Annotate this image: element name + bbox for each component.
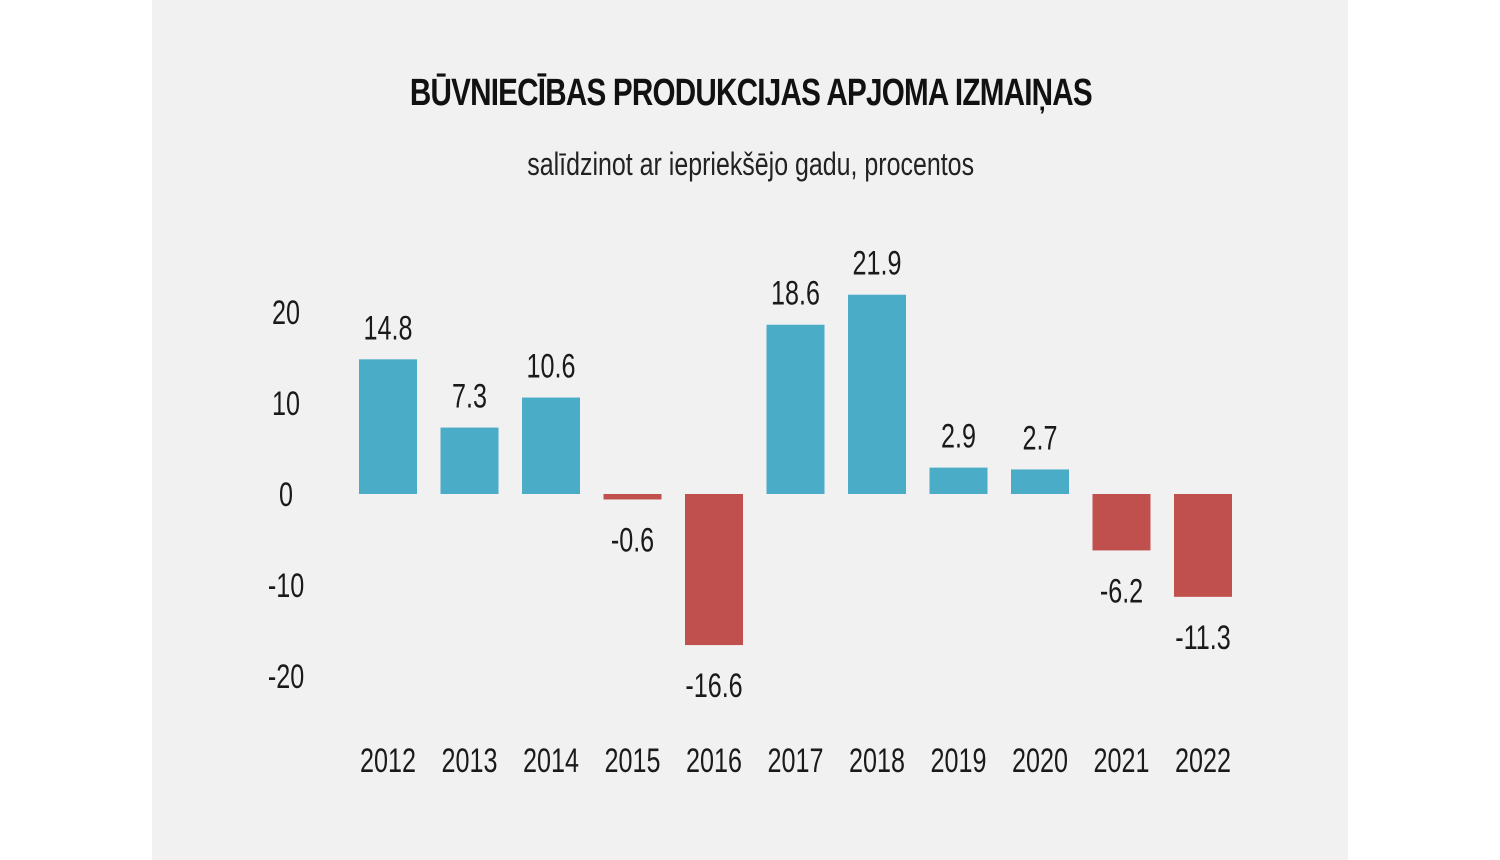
y-tick-label: 10 — [272, 385, 300, 423]
bar-2020 — [1011, 469, 1069, 494]
bar-2017 — [766, 324, 825, 494]
y-tick-label: -10 — [268, 567, 304, 605]
value-label-2017: 18.6 — [771, 275, 820, 313]
value-label-2014: 10.6 — [527, 348, 576, 386]
x-tick-label-2013: 2013 — [442, 742, 498, 780]
value-label-2020: 2.7 — [1023, 420, 1058, 458]
chart-subtitle: salīdzinot ar iepriekšējo gadu, procento… — [527, 146, 975, 182]
x-tick-label-2019: 2019 — [931, 742, 987, 780]
value-label-2012: 14.8 — [364, 310, 413, 348]
x-tick-label-2014: 2014 — [523, 742, 579, 780]
value-label-2015: -0.6 — [611, 522, 654, 560]
value-label-2013: 7.3 — [452, 378, 487, 416]
bar-2019 — [929, 467, 988, 494]
bar-2012 — [359, 359, 417, 494]
y-tick-label: 20 — [272, 294, 300, 332]
value-label-2018: 21.9 — [853, 245, 902, 283]
y-tick-label: -20 — [268, 658, 304, 696]
bar-2016 — [685, 494, 743, 646]
chart-title: BŪVNIECĪBAS PRODUKCIJAS APJOMA IZMAIŅAS — [409, 72, 1093, 114]
bar-2018 — [848, 294, 906, 494]
x-tick-label-2017: 2017 — [768, 742, 824, 780]
bar-2021 — [1092, 494, 1151, 551]
x-tick-label-2022: 2022 — [1175, 742, 1231, 780]
bar-2022 — [1174, 494, 1232, 597]
bar-2013 — [440, 427, 499, 494]
y-tick-label: 0 — [279, 476, 293, 514]
value-label-2021: -6.2 — [1100, 573, 1143, 611]
x-tick-label-2018: 2018 — [849, 742, 905, 780]
x-tick-label-2020: 2020 — [1012, 742, 1068, 780]
bar-2015 — [603, 494, 662, 500]
chart-panel — [152, 0, 1348, 860]
x-tick-label-2016: 2016 — [686, 742, 742, 780]
x-tick-label-2021: 2021 — [1094, 742, 1150, 780]
x-tick-label-2015: 2015 — [605, 742, 661, 780]
value-label-2022: -11.3 — [1175, 619, 1230, 657]
value-label-2019: 2.9 — [941, 418, 976, 456]
bar-2014 — [522, 397, 580, 494]
x-tick-label-2012: 2012 — [360, 742, 416, 780]
value-label-2016: -16.6 — [685, 668, 742, 706]
